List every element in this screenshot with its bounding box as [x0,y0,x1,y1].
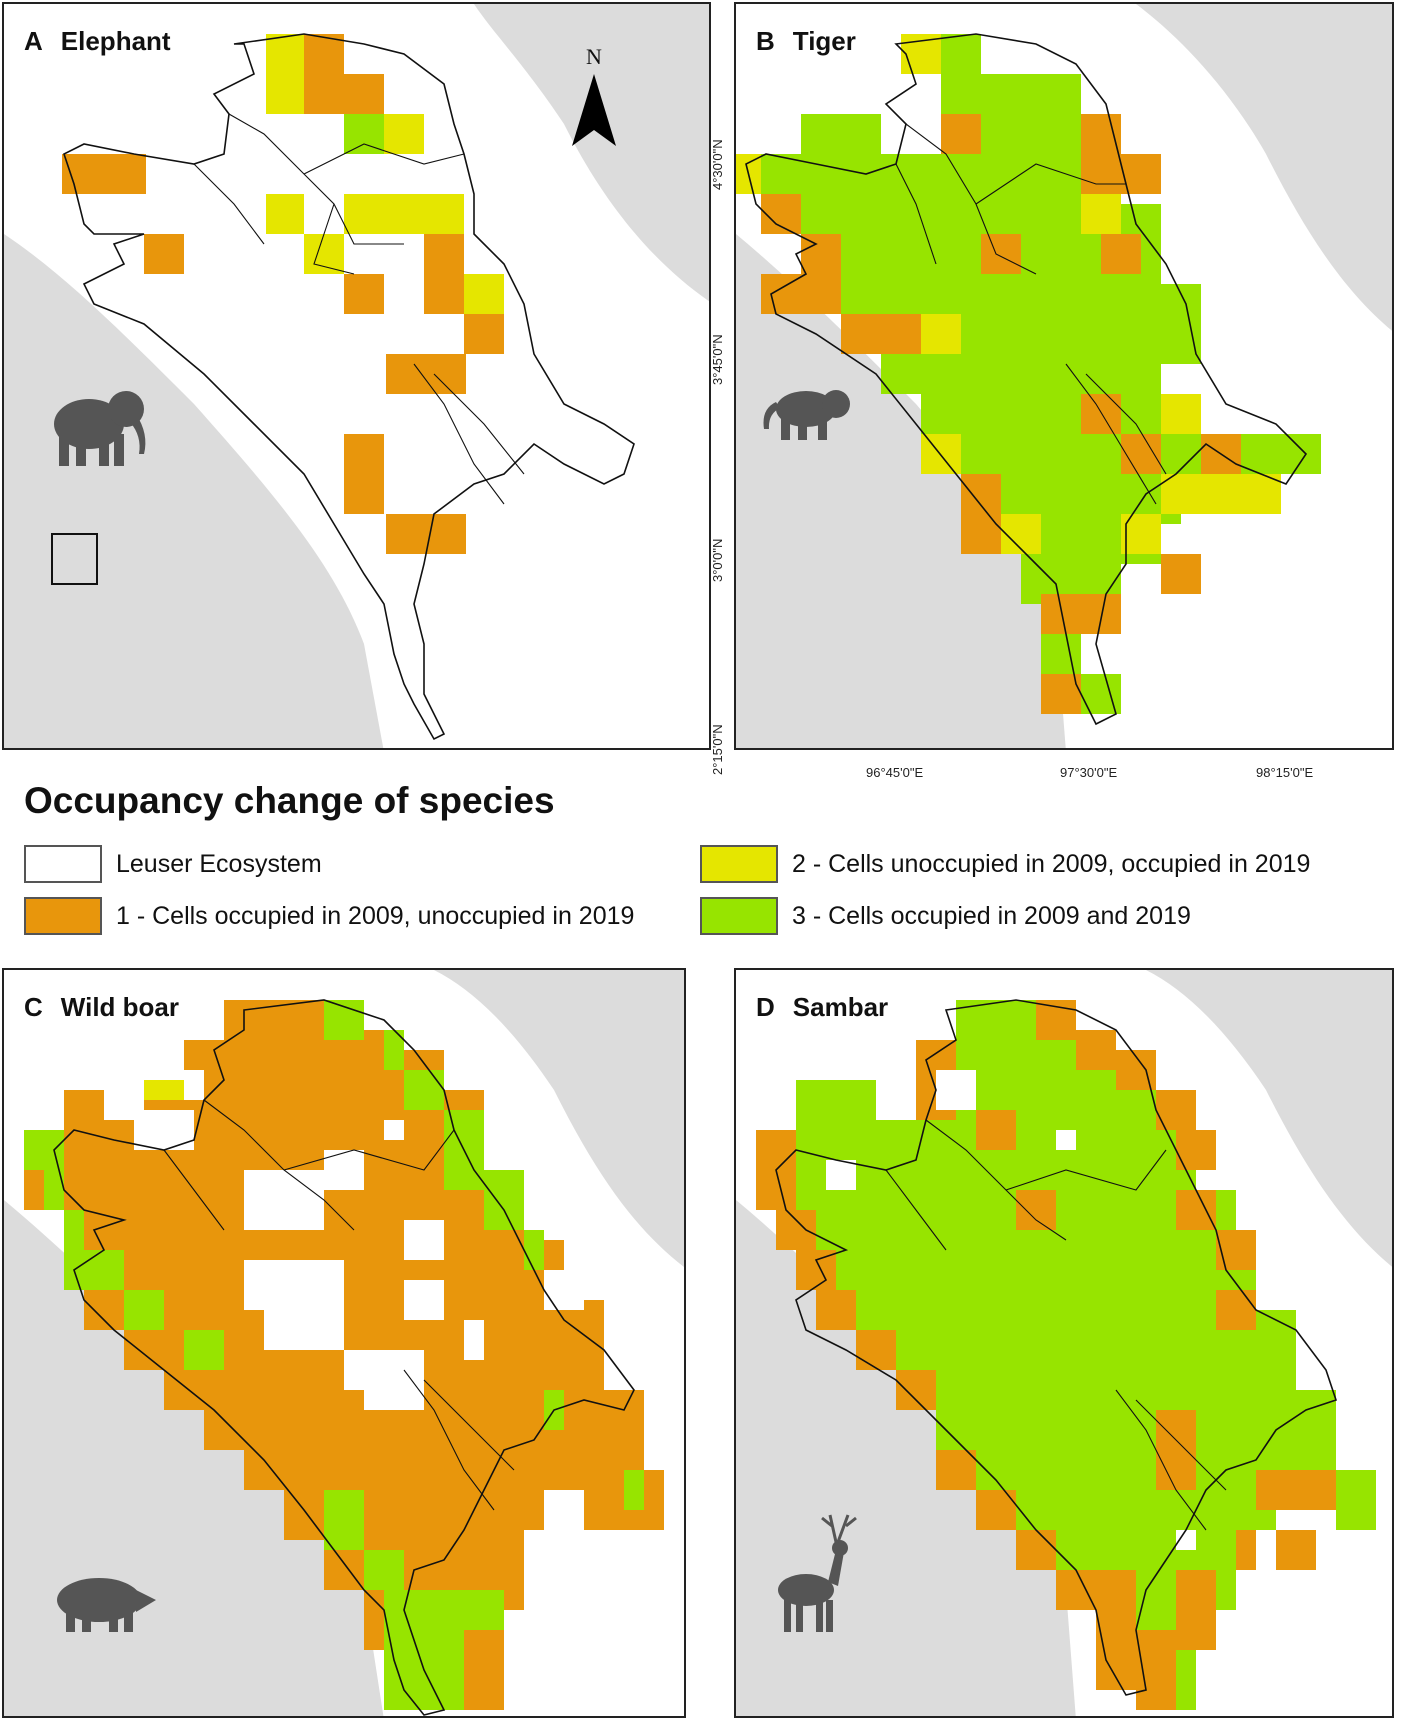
sea-area [1136,4,1392,331]
map-elephant [4,4,709,748]
district-lines [885,1119,1227,1531]
leuser-boundary [775,999,1338,1696]
occupancy-cells [736,34,1321,714]
leuser-boundary [63,33,635,741]
panel-title-sambar: D Sambar [756,992,889,1022]
sumatra-inset [49,524,154,664]
map-sambar [736,970,1392,1716]
sea-area [4,234,384,748]
lat-tick-label: 3°0'0"N [710,538,725,582]
north-arrow-icon [572,74,616,146]
map-panel-sambar: D Sambar [734,968,1394,1718]
legend-item-cat3: 3 - Cells occupied in 2009 and 2019 [700,897,1191,935]
legend-swatch [24,845,102,883]
map-wild-boar [4,970,684,1716]
sea-area [736,234,1066,748]
legend-title: Occupancy change of species [24,780,555,821]
map-tiger [736,4,1392,748]
sea-area [434,970,684,1267]
north-label: N [586,44,602,69]
lat-tick-label: 4°30'0"N [710,139,725,190]
district-lines [895,123,1167,505]
unoccupied-gaps [826,1070,1196,1550]
lon-tick-label: 98°15'0"E [1256,765,1314,780]
lon-tick-label: 96°45'0"E [866,765,924,780]
map-panel-elephant: A Elephant N [2,2,711,750]
sea-area [1146,970,1392,1267]
boar-icon [57,1578,156,1632]
leuser-boundary [53,999,635,1716]
occupancy-cells [62,34,504,554]
district-lines [193,113,525,505]
legend-item-leuser: Leuser Ecosystem [24,845,322,883]
lon-tick-label: 97°30'0"E [1060,765,1118,780]
legend-item-cat1: 1 - Cells occupied in 2009, unoccupied i… [24,897,634,935]
tiger-icon [763,390,850,440]
legend-swatch [700,845,778,883]
legend-item-cat2: 2 - Cells unoccupied in 2009, occupied i… [700,845,1310,883]
north-arrow: N [564,44,624,154]
inset-extent-box [51,533,98,585]
panel-title-elephant: A Elephant [24,26,171,56]
legend-swatch [24,897,102,935]
lat-tick-label: 3°45'0"N [710,334,725,385]
sea-area [474,4,709,302]
deer-icon [778,1514,857,1632]
leuser-boundary [745,33,1308,726]
panel-title-tiger: B Tiger [756,26,856,56]
panel-title-wild-boar: C Wild boar [24,992,179,1022]
map-panel-wild-boar: C Wild boar [2,968,686,1718]
elephant-icon [54,391,146,466]
map-panel-tiger: B Tiger [734,2,1394,750]
lat-tick-label: 2°15'0"N [710,724,725,775]
district-lines [163,1099,515,1511]
legend-swatch [700,897,778,935]
